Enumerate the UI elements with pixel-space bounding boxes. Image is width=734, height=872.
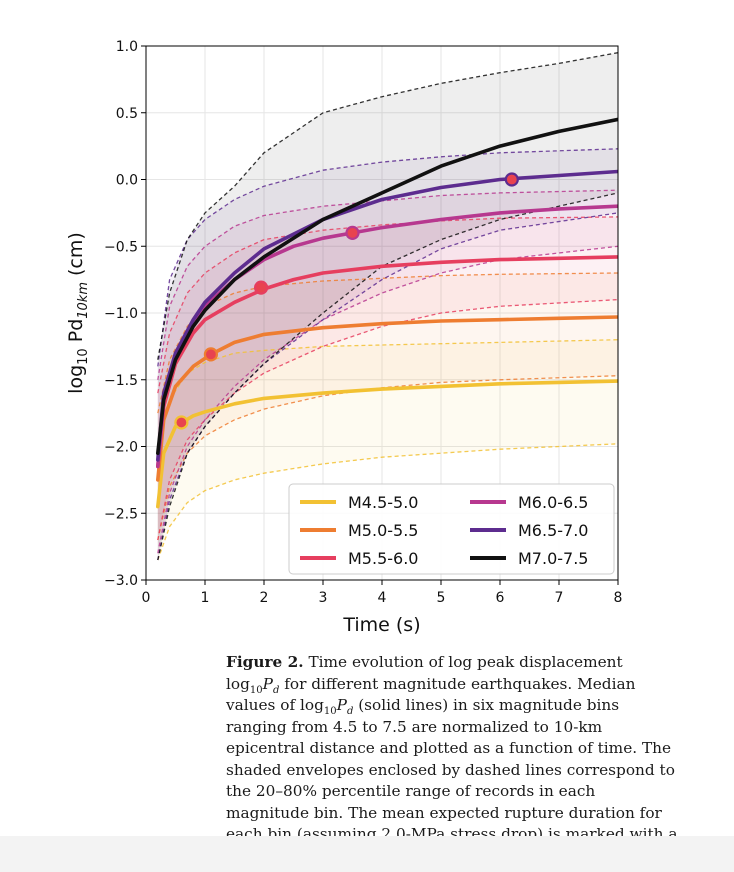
y-tick-label: −0.5 [104, 239, 138, 255]
median-line-m7-0-7-5 [156, 117, 618, 455]
figure-caption: Figure 2. Time evolution of log peak dis… [226, 652, 678, 867]
legend-label-m6-0-6-5: M6.0-6.5 [518, 493, 588, 512]
figure-chart: 0 1 2 3 4 5 6 7 8 1.0 0.5 0.0 −0.5 −1.0 −1.5 −2.0 −2.5 −3… [65, 39, 622, 636]
legend: M4.5-5.0 M5.0-5.5 M5.5-6.0 M6.0-6.5 M6.5-7.0… [288, 483, 615, 575]
median-lines [156, 117, 618, 509]
envelope-m6-0-6-5 [157, 190, 618, 554]
x-tick-label: 3 [319, 590, 328, 606]
p80-line-m6-5-7-0 [157, 148, 618, 367]
y-tick-label: −1.5 [104, 373, 138, 389]
envelope-m4-5-5-0 [157, 339, 618, 560]
y-tick-label: 1.0 [116, 39, 138, 55]
envelope-m5-5-6-0 [157, 216, 618, 540]
y-tick-label: −3.0 [104, 573, 138, 589]
p20-line-m6-5-7-0 [157, 212, 618, 561]
legend-label-m5-0-5-5: M5.0-5.5 [348, 521, 418, 540]
median-line-m5-5-6-0 [156, 255, 618, 469]
p20-line-m5-5-6-0 [157, 298, 618, 541]
x-tick-label: 5 [437, 590, 446, 606]
legend-label-m6-5-7-0: M6.5-7.0 [518, 521, 588, 540]
caption-sub-1: 10 [249, 684, 263, 696]
p80-line-m6-0-6-5 [157, 189, 618, 380]
p20-line-m7-0-7-5 [157, 192, 618, 561]
median-line-m5-0-5-5 [156, 315, 618, 482]
y-tick-label: −2.0 [104, 440, 138, 456]
rupture-marker-m5-0-5-5 [203, 347, 218, 362]
rupture-marker-m5-5-6-0 [253, 280, 269, 295]
x-tick-label: 2 [260, 590, 269, 606]
x-tick-label: 1 [201, 590, 210, 606]
p80-line-m7-0-7-5 [157, 52, 618, 360]
percentile-lines [157, 52, 618, 561]
bottom-band [0, 836, 734, 872]
rupture-marker-m4-5-5-0 [174, 415, 189, 430]
caption-text-2: for different magnitude earthquakes. Med… [226, 674, 636, 715]
figure-label: Figure 2. [226, 653, 304, 671]
p80-line-m5-0-5-5 [157, 272, 618, 414]
p20-line-m5-0-5-5 [157, 375, 618, 541]
y-tick-label: 0.0 [116, 173, 138, 189]
x-tick-label: 4 [378, 590, 387, 606]
caption-varsub-1: d [272, 684, 280, 696]
median-line-m4-5-5-0 [156, 379, 618, 509]
caption-var-2: P [336, 696, 347, 714]
axis-ticks: 0 1 2 3 4 5 6 7 8 1.0 0.5 0.0 −0.5 −1.0 −1.5 −2.0 −2.5 −3… [104, 39, 622, 606]
p80-line-m5-5-6-0 [157, 216, 618, 394]
x-tick-label: 7 [555, 590, 564, 606]
y-tick-label: −1.0 [104, 306, 138, 322]
legend-label-m5-5-6-0: M5.5-6.0 [348, 549, 418, 568]
y-tick-label: −2.5 [104, 506, 138, 522]
rupture-markers [174, 172, 519, 430]
x-tick-label: 0 [142, 590, 151, 606]
caption-text-1: Time evolution of log peak displacement … [226, 653, 623, 693]
rupture-marker-m6-0-6-5 [345, 225, 360, 240]
legend-label-m7-0-7-5: M7.0-7.5 [518, 549, 588, 568]
median-line-m6-5-7-0 [156, 169, 618, 462]
p80-line-m4-5-5-0 [157, 339, 618, 447]
x-axis-label: Time (s) [342, 614, 420, 636]
p20-line-m6-0-6-5 [157, 245, 618, 554]
envelope-m5-0-5-5 [157, 273, 618, 540]
x-tick-label: 6 [496, 590, 505, 606]
caption-varsub-2: d [346, 706, 354, 718]
p20-line-m4-5-5-0 [157, 443, 618, 561]
x-tick-label: 8 [614, 590, 623, 606]
y-axis-label: log10 Pd10km (cm) [65, 232, 91, 394]
legend-label-m4-5-5-0: M4.5-5.0 [348, 493, 418, 512]
rupture-marker-m6-5-7-0 [504, 172, 519, 187]
caption-sub-2: 10 [323, 706, 337, 718]
y-tick-label: 0.5 [116, 106, 138, 122]
caption-var-1: P [262, 674, 273, 693]
